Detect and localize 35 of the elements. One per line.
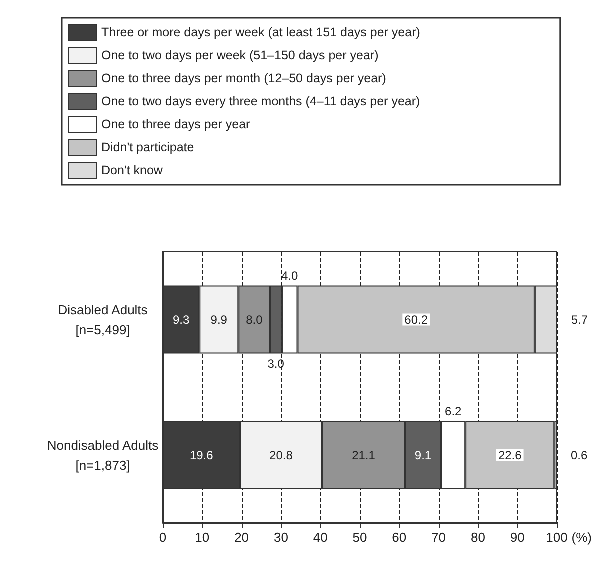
x-tick-label: 10: [195, 530, 210, 545]
legend-label: One to three days per year: [102, 118, 250, 132]
data-label: 6.2: [445, 404, 462, 418]
legend-label: One to two days every three months (4–11 days per year): [102, 94, 420, 108]
data-label: 9.1: [414, 448, 432, 462]
data-label: 9.9: [210, 312, 228, 327]
data-label: 20.8: [270, 448, 294, 462]
data-label: 5.7: [571, 312, 588, 327]
data-label: 4.0: [282, 268, 299, 283]
legend-label: One to two days per week (51–150 days per year): [102, 48, 379, 62]
data-label: 22.6: [498, 448, 522, 462]
y-tick-label: Nondisabled Adults [n=1,873]: [47, 438, 160, 473]
data-label: 21.1: [352, 448, 376, 462]
legend-label: Don't know: [102, 164, 164, 178]
x-tick-label: 70: [432, 530, 446, 545]
data-label: 9.3: [172, 312, 190, 327]
data-label: 60.2: [404, 312, 428, 327]
data-label: 0.6: [571, 448, 588, 462]
legend-label: Didn't participate: [102, 140, 194, 154]
x-tick-label: 60: [392, 530, 407, 545]
x-tick-label: 100: [546, 530, 568, 545]
x-tick-label: 80: [470, 530, 486, 545]
x-tick-label: 90: [510, 530, 525, 545]
x-tick-label: 0: [159, 530, 167, 545]
data-label: 8.0: [246, 312, 264, 327]
legend-label: Three or more days per week (at least 151 days per year): [102, 26, 420, 40]
y-tick-label: Disabled Adults [n=5,499]: [58, 302, 148, 338]
x-tick-label: 30: [274, 530, 288, 545]
x-tick-label: 40: [313, 530, 328, 545]
data-label: 3.0: [268, 356, 285, 371]
x-tick-label: 50: [352, 530, 368, 545]
legend-label: One to three days per month (12–50 days per year): [102, 72, 386, 86]
x-tick-label: 20: [234, 530, 250, 545]
x-axis-title: (%): [572, 530, 592, 545]
data-label: 19.6: [190, 448, 214, 462]
